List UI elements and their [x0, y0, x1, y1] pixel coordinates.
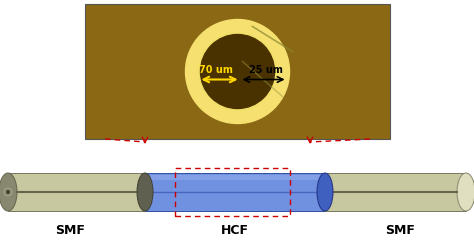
- Circle shape: [7, 190, 9, 193]
- Circle shape: [199, 33, 276, 110]
- Text: SMF: SMF: [385, 224, 415, 237]
- Text: 70 um: 70 um: [199, 64, 232, 75]
- Text: SMF: SMF: [55, 224, 85, 237]
- Ellipse shape: [0, 173, 17, 211]
- Bar: [145, 175, 325, 180]
- Circle shape: [4, 188, 12, 196]
- Ellipse shape: [317, 173, 333, 211]
- Ellipse shape: [137, 173, 153, 211]
- Text: 25 um: 25 um: [248, 64, 283, 75]
- Bar: [325, 173, 466, 211]
- Bar: [8, 173, 145, 211]
- Bar: [85, 4, 390, 139]
- Bar: [145, 173, 325, 211]
- Circle shape: [201, 35, 274, 108]
- Circle shape: [185, 20, 290, 124]
- Text: HCF: HCF: [221, 224, 249, 237]
- Ellipse shape: [457, 173, 474, 211]
